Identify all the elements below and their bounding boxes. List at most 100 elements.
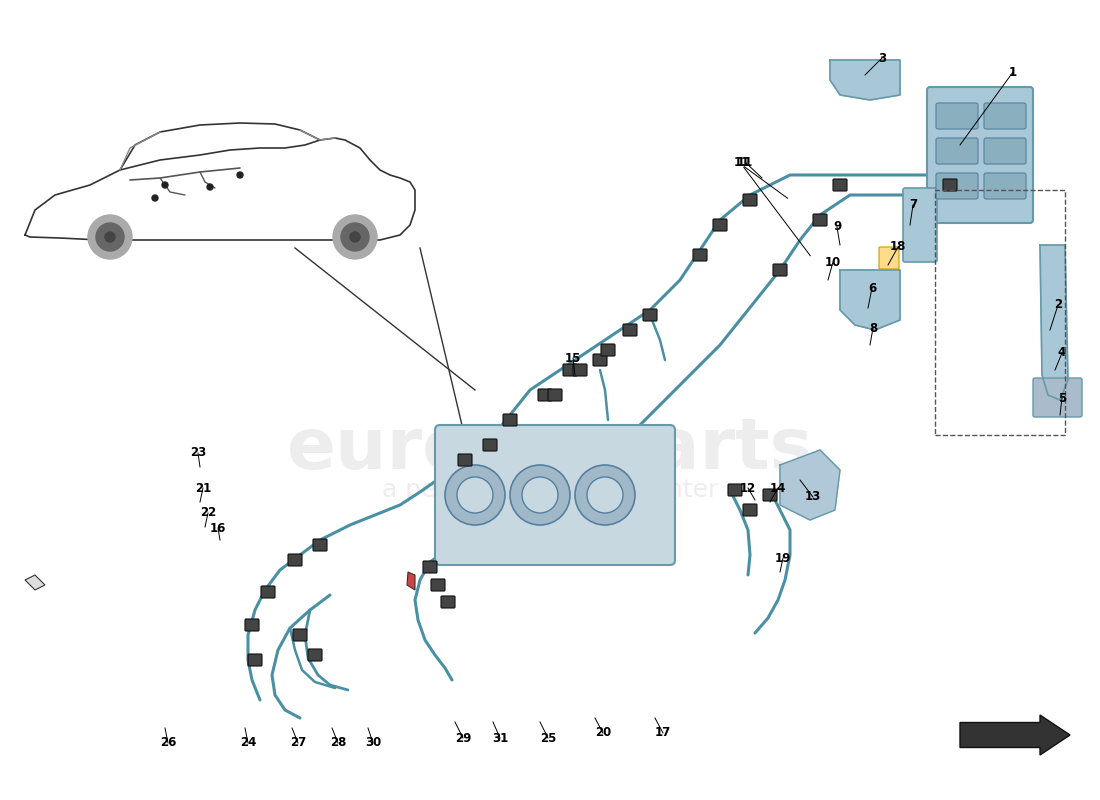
- FancyBboxPatch shape: [879, 247, 899, 269]
- Circle shape: [152, 195, 158, 201]
- Circle shape: [575, 465, 635, 525]
- FancyBboxPatch shape: [434, 425, 675, 565]
- Text: 19: 19: [774, 551, 791, 565]
- Polygon shape: [780, 450, 840, 520]
- Polygon shape: [25, 138, 415, 240]
- Text: 21: 21: [195, 482, 211, 494]
- FancyBboxPatch shape: [742, 194, 757, 206]
- FancyBboxPatch shape: [573, 364, 587, 376]
- Text: 15: 15: [564, 351, 581, 365]
- FancyBboxPatch shape: [424, 561, 437, 573]
- Circle shape: [162, 182, 168, 188]
- FancyBboxPatch shape: [308, 649, 322, 661]
- FancyBboxPatch shape: [984, 138, 1026, 164]
- Text: 1: 1: [1009, 66, 1018, 78]
- FancyBboxPatch shape: [563, 364, 578, 376]
- FancyBboxPatch shape: [623, 324, 637, 336]
- Polygon shape: [830, 60, 900, 100]
- Text: 9: 9: [833, 221, 842, 234]
- FancyBboxPatch shape: [713, 219, 727, 231]
- FancyBboxPatch shape: [293, 629, 307, 641]
- Circle shape: [236, 172, 243, 178]
- Circle shape: [446, 465, 505, 525]
- FancyBboxPatch shape: [441, 596, 455, 608]
- FancyBboxPatch shape: [936, 138, 978, 164]
- Text: 31: 31: [492, 731, 508, 745]
- Polygon shape: [25, 575, 45, 590]
- FancyBboxPatch shape: [984, 173, 1026, 199]
- Polygon shape: [840, 270, 900, 330]
- Circle shape: [350, 232, 360, 242]
- Circle shape: [207, 184, 213, 190]
- FancyBboxPatch shape: [261, 586, 275, 598]
- Text: 25: 25: [540, 731, 557, 745]
- Text: 27: 27: [290, 737, 306, 750]
- Circle shape: [96, 223, 124, 251]
- Circle shape: [104, 232, 116, 242]
- Text: eurocarparts: eurocarparts: [287, 415, 813, 485]
- Circle shape: [587, 477, 623, 513]
- Text: 18: 18: [890, 241, 906, 254]
- FancyBboxPatch shape: [728, 484, 743, 496]
- Circle shape: [341, 223, 368, 251]
- FancyArrow shape: [960, 715, 1070, 755]
- Text: 14: 14: [770, 482, 786, 494]
- Text: 16: 16: [210, 522, 227, 534]
- FancyBboxPatch shape: [936, 173, 978, 199]
- FancyBboxPatch shape: [431, 579, 446, 591]
- FancyBboxPatch shape: [903, 188, 937, 262]
- Text: 30: 30: [365, 737, 381, 750]
- Text: 5: 5: [1058, 391, 1066, 405]
- FancyBboxPatch shape: [813, 214, 827, 226]
- FancyBboxPatch shape: [548, 389, 562, 401]
- FancyBboxPatch shape: [503, 414, 517, 426]
- FancyBboxPatch shape: [601, 344, 615, 356]
- FancyBboxPatch shape: [288, 554, 302, 566]
- FancyBboxPatch shape: [763, 489, 777, 501]
- Text: 7: 7: [909, 198, 917, 211]
- Text: 10: 10: [825, 255, 842, 269]
- Text: 4: 4: [1058, 346, 1066, 359]
- Polygon shape: [1040, 245, 1068, 400]
- FancyBboxPatch shape: [458, 454, 472, 466]
- FancyBboxPatch shape: [693, 249, 707, 261]
- Text: 12: 12: [740, 482, 756, 494]
- FancyBboxPatch shape: [833, 179, 847, 191]
- Text: 28: 28: [330, 737, 346, 750]
- Text: 8: 8: [869, 322, 877, 334]
- FancyBboxPatch shape: [773, 264, 786, 276]
- FancyBboxPatch shape: [927, 87, 1033, 223]
- Circle shape: [88, 215, 132, 259]
- Circle shape: [456, 477, 493, 513]
- Text: 23: 23: [190, 446, 206, 459]
- Text: 3: 3: [878, 51, 887, 65]
- Text: 11: 11: [737, 155, 754, 169]
- Text: 2: 2: [1054, 298, 1063, 311]
- FancyBboxPatch shape: [245, 619, 258, 631]
- FancyBboxPatch shape: [644, 309, 657, 321]
- Text: 13: 13: [805, 490, 821, 503]
- Text: 29: 29: [454, 731, 471, 745]
- FancyBboxPatch shape: [483, 439, 497, 451]
- Text: 26: 26: [160, 737, 176, 750]
- Text: 24: 24: [240, 737, 256, 750]
- Circle shape: [522, 477, 558, 513]
- Bar: [935, 190, 1065, 435]
- Text: a performanceparts center: a performanceparts center: [382, 478, 718, 502]
- FancyBboxPatch shape: [984, 103, 1026, 129]
- Text: 6: 6: [868, 282, 876, 294]
- FancyBboxPatch shape: [314, 539, 327, 551]
- FancyBboxPatch shape: [1033, 378, 1082, 417]
- FancyBboxPatch shape: [248, 654, 262, 666]
- Circle shape: [510, 465, 570, 525]
- Text: 17: 17: [654, 726, 671, 739]
- Circle shape: [333, 215, 377, 259]
- FancyBboxPatch shape: [593, 354, 607, 366]
- FancyBboxPatch shape: [742, 504, 757, 516]
- FancyBboxPatch shape: [538, 389, 552, 401]
- Text: 11: 11: [734, 155, 750, 169]
- Text: 22: 22: [200, 506, 216, 519]
- FancyBboxPatch shape: [936, 103, 978, 129]
- FancyBboxPatch shape: [943, 179, 957, 191]
- Polygon shape: [407, 572, 415, 590]
